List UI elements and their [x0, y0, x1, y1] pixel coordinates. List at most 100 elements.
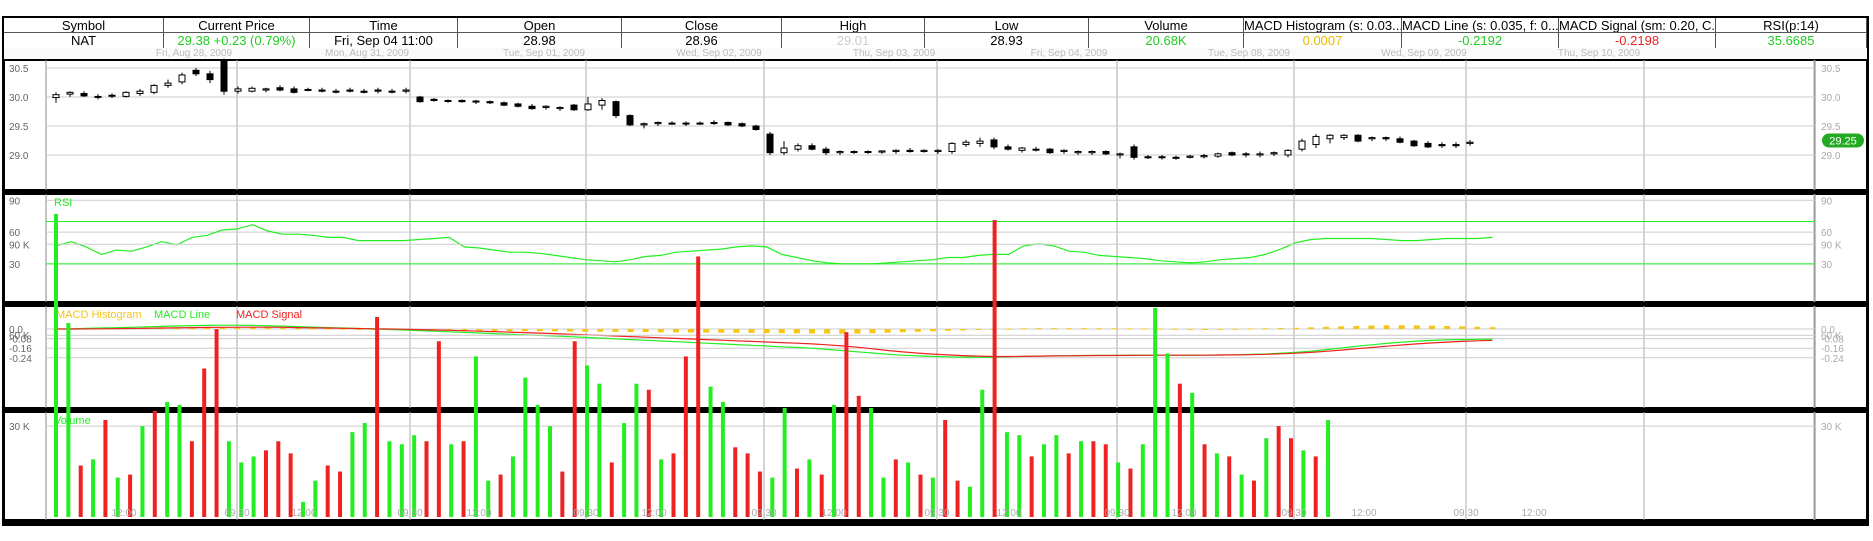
y-tick-label-right: -0.08 [1821, 335, 1844, 346]
volume-bar [622, 423, 627, 517]
y-tick-label-right: 60 K [1821, 331, 1842, 342]
date-strip [4, 48, 1867, 58]
candle-body [234, 88, 242, 92]
time-label: 12:00 [1171, 508, 1196, 519]
candle-body [598, 99, 606, 106]
bottom-divider [4, 520, 1867, 524]
candle-body [94, 95, 102, 98]
macd-histogram-bar [536, 329, 543, 332]
volume-bar [1227, 456, 1232, 517]
candle-body [1466, 141, 1474, 144]
volume-bar [572, 341, 577, 517]
candle-body [626, 115, 634, 126]
time-label: 12:00 [1521, 508, 1546, 519]
macd-histogram-bar [1398, 325, 1405, 329]
quote-header: Symbol NAT Current Price 29.38 +0.23 (0.79%… [4, 18, 1867, 48]
macd-histogram-bar [340, 328, 347, 330]
volume-bar [214, 329, 219, 517]
y-tick-label-right: 29.5 [1821, 122, 1841, 133]
candle-body [864, 151, 872, 154]
date-label: Thu, Sep 10, 2009 [1558, 48, 1641, 59]
time-label: 09:30 [397, 508, 422, 519]
header-col-7-name: Volume [1089, 18, 1244, 33]
y-tick-label-left: 60 K [9, 331, 30, 342]
candle-body [752, 125, 760, 130]
volume-bar [486, 480, 491, 517]
volume-bar [609, 462, 614, 517]
chart-frame: Symbol NAT Current Price 29.38 +0.23 (0.79%… [2, 16, 1869, 526]
candle-body [1116, 153, 1124, 156]
header-col-11-name: RSI(p:14) [1716, 18, 1867, 33]
macd-histogram-bar [733, 329, 740, 333]
candle-body [248, 87, 256, 92]
candle-body [178, 74, 186, 83]
volume-bar [1029, 456, 1034, 517]
candle-body [1130, 146, 1138, 158]
volume-bar [745, 453, 750, 517]
candle-body [1298, 140, 1306, 150]
candle-body [332, 90, 340, 93]
volume-bar [807, 459, 812, 517]
macd-histogram-bar [1126, 328, 1133, 330]
candle-body [906, 149, 914, 153]
candle-body [472, 100, 480, 103]
time-label: 12:00 [821, 508, 846, 519]
candle-body [948, 142, 956, 153]
volume-bar [906, 462, 911, 517]
macd-histogram-bar [914, 329, 921, 332]
candle-body [1396, 138, 1404, 143]
y-tick-label-right: 30 K [1821, 422, 1842, 433]
volume-bar [115, 477, 120, 517]
candle-body [1382, 137, 1390, 140]
candle-body [542, 105, 550, 108]
header-col-8-value: 0.0007 [1244, 33, 1402, 48]
volume-bar [1042, 444, 1046, 517]
candle-body [962, 141, 970, 146]
header-col-0-name: Symbol [4, 18, 164, 33]
y-tick-label-left: -0.16 [9, 344, 32, 355]
volume-bar [992, 220, 997, 517]
rsi-title: RSI [54, 197, 72, 209]
candle-body [1410, 140, 1418, 147]
volume-title: Volume [54, 415, 91, 427]
candle-body [374, 89, 382, 92]
time-label: 12:00 [466, 508, 491, 519]
volume-bar [399, 444, 404, 517]
pane-divider [4, 190, 1867, 194]
candle-body [1186, 155, 1194, 158]
date-label: Wed, Sep 02, 2009 [676, 48, 762, 59]
candle-body [262, 88, 270, 91]
candle-body [1368, 137, 1376, 140]
macd-histogram-bar [461, 329, 468, 331]
y-tick-label-right: 30 [1821, 260, 1833, 271]
y-tick-label-left: 90 [9, 196, 21, 207]
candle-body [80, 93, 88, 97]
candle-body [108, 94, 116, 97]
candle-body [836, 151, 844, 154]
candle-body [794, 145, 802, 150]
volume-bar [1153, 307, 1158, 517]
macd-histogram-bar [1066, 328, 1073, 330]
volume-bar [1079, 441, 1084, 517]
volume-bar [585, 365, 590, 517]
volume-bar [78, 465, 83, 517]
macd-histogram-bar [1202, 329, 1209, 330]
candle-body [822, 148, 830, 154]
volume-bar [140, 426, 145, 517]
candle-body [668, 122, 676, 125]
volume-bar [1116, 462, 1121, 517]
candle-body [304, 88, 312, 91]
candle-body [780, 147, 788, 154]
volume-bar [165, 401, 170, 517]
macd-histogram-bar [778, 329, 785, 334]
y-tick-label-left: 30.0 [9, 93, 29, 104]
macd-histogram-bar [1232, 328, 1239, 330]
macd-histogram-bar [688, 329, 695, 333]
time-label: 09:30 [751, 508, 776, 519]
macd-histogram-bar [1035, 328, 1042, 330]
candle-body [1256, 153, 1264, 156]
candle-body [528, 105, 536, 110]
volume-bar [1165, 353, 1170, 517]
candle-body [346, 89, 354, 92]
candle-body [1144, 156, 1152, 159]
